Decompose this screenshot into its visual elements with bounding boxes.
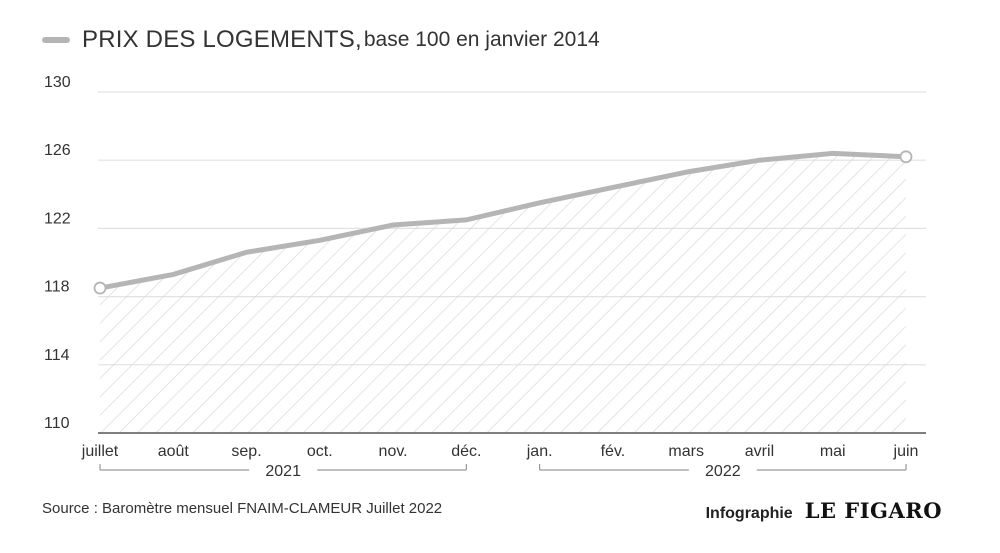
x-tick-label: nov. xyxy=(379,443,408,460)
x-tick-label: fév. xyxy=(601,443,626,460)
series-line xyxy=(97,150,909,291)
x-tick-label: mai xyxy=(820,443,846,460)
x-tick-label: avril xyxy=(745,443,774,460)
credit-label: Infographie xyxy=(705,505,793,522)
x-tick-label: déc. xyxy=(451,443,481,460)
tick-labels: 110 114 118 122 126 130 juillet août sep. oct. nov… xyxy=(44,74,918,480)
x-tick-label: juin xyxy=(893,443,919,460)
chart-title: PRIX DES LOGEMENTS, xyxy=(82,26,362,53)
year-label: 2021 xyxy=(265,463,301,480)
endpoint-marker xyxy=(93,281,107,295)
endpoint-marker xyxy=(899,150,913,164)
area-fill xyxy=(100,153,906,433)
chart-legend: PRIX DES LOGEMENTS, base 100 en janvier … xyxy=(42,26,600,54)
series-layer xyxy=(93,150,913,295)
credit: Infographie LE FIGARO xyxy=(706,498,942,523)
x-tick-label: mars xyxy=(668,443,704,460)
x-tick-label: oct. xyxy=(307,443,333,460)
y-tick-label: 126 xyxy=(44,142,71,159)
y-tick-label: 122 xyxy=(44,210,71,227)
publisher-logo: LE FIGARO xyxy=(804,498,942,523)
x-tick-label: jan. xyxy=(526,443,553,460)
legend-swatch xyxy=(42,37,70,43)
x-tick-label: août xyxy=(158,443,190,460)
source-note: Source : Baromètre mensuel FNAIM-CLAMEUR… xyxy=(42,500,443,517)
y-tick-label: 118 xyxy=(44,279,70,296)
axes xyxy=(98,432,926,471)
y-tick-label: 114 xyxy=(44,347,70,364)
chart-subtitle: base 100 en janvier 2014 xyxy=(363,28,600,51)
y-tick-label: 130 xyxy=(44,74,71,91)
x-tick-label: sep. xyxy=(231,443,261,460)
year-label: 2022 xyxy=(705,463,741,480)
y-tick-label: 110 xyxy=(44,415,70,432)
x-tick-label: juillet xyxy=(81,443,119,460)
area-hatch xyxy=(100,153,906,433)
